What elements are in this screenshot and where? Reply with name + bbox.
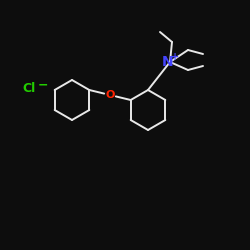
- Text: Cl: Cl: [22, 82, 35, 94]
- Text: −: −: [38, 78, 48, 92]
- Text: N: N: [162, 55, 174, 69]
- Text: O: O: [105, 90, 115, 100]
- Text: +: +: [171, 52, 179, 62]
